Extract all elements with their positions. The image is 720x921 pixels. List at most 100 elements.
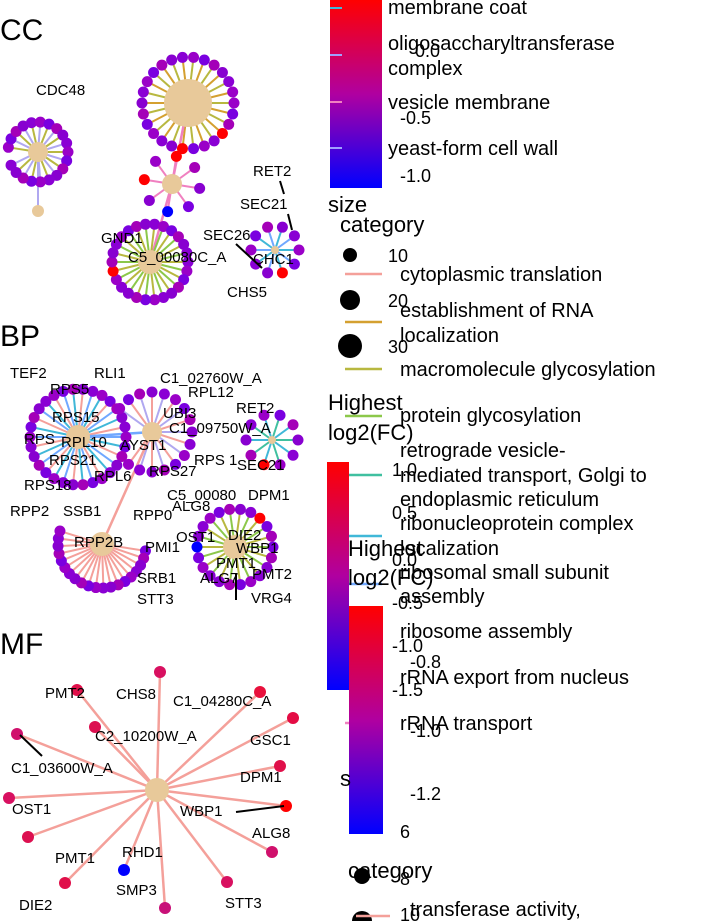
bp-label-srb1: SRB1 [137,570,176,587]
gene-node [198,140,210,152]
bp-label-rps15: RPS15 [52,409,100,426]
category-node [145,778,169,802]
gene-node [245,449,257,461]
gene-node [120,431,132,443]
bp-label-alg8: ALG8 [172,498,210,515]
gene-node [170,458,182,470]
gene-node [254,570,266,582]
gene-node [176,51,188,63]
gene-node [48,389,60,401]
gene-node [223,76,235,88]
gene-node [107,265,119,277]
gene-node [262,267,274,279]
gene-node [25,441,37,453]
gene-node [5,159,17,171]
category-node [162,174,182,194]
bp-gene-labels: TEF2 RLI1 C1_02760W_A RPL12 RPS5 UBI3 RE… [10,365,292,608]
panel-title-bp: BP [0,320,40,353]
gene-node [178,450,190,462]
edge [155,789,167,909]
bp-label-rpl6: RPL6 [94,468,132,485]
gene-node [258,459,270,471]
mf-size-title: s [340,766,351,791]
gene-node [149,294,161,306]
edge [156,691,261,791]
gene-node [182,201,194,213]
edge [156,788,273,854]
gene-node [111,459,123,471]
bp-tick-0: 1.0 [392,460,417,480]
gene-node [67,383,79,395]
bp-label-rps1: RPS 1 [194,452,237,469]
gene-node [227,86,239,98]
gene-node [170,150,182,162]
gene-node [234,503,246,515]
gene-node [216,128,228,140]
gene-node [191,541,203,553]
edge [100,431,154,545]
gene-node [166,140,178,152]
gene-node [182,256,194,268]
gene-node [17,120,29,132]
gene-node [162,206,174,218]
bp-label-sec21: SEC21 [237,457,285,474]
gene-node [288,258,300,270]
gene-node [287,419,299,431]
bp-label-die2: DIE2 [228,527,261,544]
bp-label-ost1: OST1 [176,529,215,546]
gene-node [245,419,257,431]
legend-cc: membrane coat oligosaccharyltransferase … [328,0,615,217]
gene-node [25,117,37,129]
gene-node [154,666,166,678]
cc-colorbar [330,0,382,188]
bp-category-2: macromolecule glycosylation [400,359,656,381]
cc-tick-2: -1.0 [400,166,431,186]
gene-node [57,385,69,397]
gene-node [77,383,89,395]
mf-colorbar [349,606,383,834]
category-node [164,79,212,127]
gene-node [228,97,240,109]
gene-node [119,421,131,433]
gene-node [119,441,131,453]
bp-label-wbp1: WBP1 [236,540,279,557]
edge [77,430,153,439]
bp-label-rpp2: RPP2 [10,503,49,520]
gene-node [181,265,193,277]
bp-label-rpl10: RPL10 [61,434,107,451]
edge [122,789,159,871]
gene-node [197,520,209,532]
gene-node [148,128,160,140]
gene-node [141,118,153,130]
gene-node [34,116,46,128]
mf-label-alg8: ALG8 [252,825,290,842]
gene-node [146,386,158,398]
gene-node [122,394,134,406]
edge [156,716,294,792]
mf-label-pmt2: PMT2 [45,685,85,702]
gene-node [224,503,236,515]
bp-tick-1: 0.5 [392,503,417,523]
cc-category-3: vesicle membrane [388,92,550,114]
edge [155,671,162,791]
bp-category-5: ribonucleoprotein complex [400,513,633,535]
gene-node [157,292,169,304]
mf-label-gsc1: GSC1 [250,732,291,749]
bp-tick-5: -1.5 [392,680,423,700]
cc-gene-labels: CDC48 RET2 SEC21 SEC26 GND1 C5_00080C_A … [36,82,294,301]
gene-node [24,431,36,443]
gene-node [59,877,71,889]
bp-label-rps27: RPS27 [149,463,197,480]
mf-category-title: category [348,858,432,883]
gene-node [250,258,262,270]
gene-node [197,562,209,574]
gene-node [274,459,286,471]
gene-node [110,274,122,286]
cc-category-2: complex [388,58,462,80]
gene-node [262,221,274,233]
edge [27,788,158,839]
mf-label-dpm1: DPM1 [240,769,282,786]
gene-node [143,194,155,206]
gene-node [116,451,128,463]
bp-label-ret2: RET2 [236,400,274,417]
